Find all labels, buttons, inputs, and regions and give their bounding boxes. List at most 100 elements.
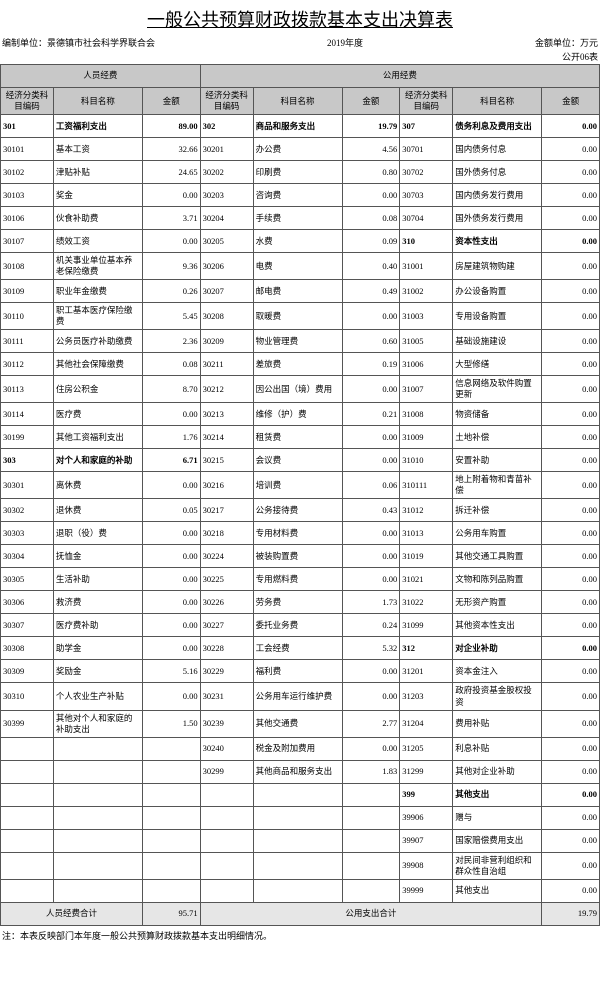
cell-name: 伙食补助费 — [53, 207, 142, 230]
cell-code: 30303 — [1, 522, 54, 545]
group-header-public: 公用经费 — [200, 65, 599, 88]
cell-amount: 0.00 — [542, 783, 600, 806]
cell-code: 31007 — [400, 376, 453, 403]
cell-code: 31012 — [400, 499, 453, 522]
cell-name — [253, 852, 342, 879]
cell-amount: 0.24 — [342, 614, 400, 637]
cell-code: 31019 — [400, 545, 453, 568]
cell-code: 30703 — [400, 184, 453, 207]
cell-code: 30213 — [200, 403, 253, 426]
cell-name: 赠与 — [453, 806, 542, 829]
cell-name — [53, 760, 142, 783]
table-row: 30103奖金0.0030203咨询费0.0030703国内债务发行费用0.00 — [1, 184, 600, 207]
cell-code: 30214 — [200, 426, 253, 449]
cell-code: 30212 — [200, 376, 253, 403]
cell-code — [1, 852, 54, 879]
cell-name: 对企业补助 — [453, 637, 542, 660]
cell-name — [253, 806, 342, 829]
cell-amount: 0.00 — [542, 403, 600, 426]
cell-amount: 0.00 — [542, 161, 600, 184]
cell-code: 31299 — [400, 760, 453, 783]
cell-amount: 0.00 — [142, 614, 200, 637]
cell-amount: 0.09 — [342, 230, 400, 253]
page-title: 一般公共预算财政拨款基本支出决算表 — [0, 0, 600, 36]
cell-code: 310 — [400, 230, 453, 253]
cell-amount: 0.21 — [342, 403, 400, 426]
cell-code: 31013 — [400, 522, 453, 545]
cell-amount: 0.00 — [542, 760, 600, 783]
table-row: 303对个人和家庭的补助6.7130215会议费0.0031010安置补助0.0… — [1, 449, 600, 472]
cell-amount: 8.70 — [142, 376, 200, 403]
cell-amount: 0.60 — [342, 330, 400, 353]
cell-amount: 0.00 — [142, 683, 200, 710]
cell-amount: 24.65 — [142, 161, 200, 184]
cell-amount: 5.45 — [142, 303, 200, 330]
cell-name: 对民间非营利组织和群众性自治组 — [453, 852, 542, 879]
cell-name: 个人农业生产补贴 — [53, 683, 142, 710]
cell-name: 培训费 — [253, 472, 342, 499]
cell-code: 30225 — [200, 568, 253, 591]
cell-amount: 0.00 — [542, 138, 600, 161]
cell-code: 30217 — [200, 499, 253, 522]
cell-name: 其他对企业补助 — [453, 760, 542, 783]
cell-amount: 0.00 — [542, 426, 600, 449]
cell-code: 30227 — [200, 614, 253, 637]
table-row: 39907国家赔偿费用支出0.00 — [1, 829, 600, 852]
cell-code: 39908 — [400, 852, 453, 879]
cell-code: 30239 — [200, 710, 253, 737]
cell-amount: 0.00 — [142, 545, 200, 568]
cell-code: 301 — [1, 115, 54, 138]
table-row: 30240税金及附加费用0.0031205利息补贴0.00 — [1, 737, 600, 760]
cell-code: 30306 — [1, 591, 54, 614]
unit-name: 景德镇市社会科学界联合会 — [47, 38, 155, 48]
cell-amount: 0.00 — [542, 591, 600, 614]
cell-code: 30206 — [200, 253, 253, 280]
cell-code: 310111 — [400, 472, 453, 499]
cell-code: 31006 — [400, 353, 453, 376]
cell-name: 被装购置费 — [253, 545, 342, 568]
cell-amount: 0.00 — [542, 683, 600, 710]
cell-name: 办公设备购置 — [453, 280, 542, 303]
cell-code: 30218 — [200, 522, 253, 545]
cell-name: 其他社会保障缴费 — [53, 353, 142, 376]
cell-code: 30308 — [1, 637, 54, 660]
cell-amount — [342, 852, 400, 879]
table-row: 301工资福利支出89.00302商品和服务支出19.79307债务利息及费用支… — [1, 115, 600, 138]
table-row: 30309奖励金5.1630229福利费0.0031201资本金注入0.00 — [1, 660, 600, 683]
meta-row-1: 编制单位：景德镇市社会科学界联合会 2019年度 金额单位：万元 — [0, 36, 600, 50]
cell-amount: 0.06 — [342, 472, 400, 499]
table-row: 30101基本工资32.6630201办公费4.5630701国内债务付息0.0… — [1, 138, 600, 161]
cell-name: 医疗费 — [53, 403, 142, 426]
cell-code — [1, 829, 54, 852]
cell-code: 30302 — [1, 499, 54, 522]
cell-code: 30108 — [1, 253, 54, 280]
form-number: 公开06表 — [562, 50, 598, 63]
cell-code: 39906 — [400, 806, 453, 829]
col-amt-3: 金额 — [542, 88, 600, 115]
cell-code: 30399 — [1, 710, 54, 737]
table-row: 30102津贴补贴24.6530202印刷费0.8030702国外债务付息0.0… — [1, 161, 600, 184]
cell-amount: 0.00 — [142, 403, 200, 426]
cell-name: 其他资本性支出 — [453, 614, 542, 637]
table-row: 30106伙食补助费3.7130204手续费0.0830704国外债务发行费用0… — [1, 207, 600, 230]
cell-code: 30113 — [1, 376, 54, 403]
table-row: 30111公务员医疗补助缴费2.3630209物业管理费0.6031005基础设… — [1, 330, 600, 353]
cell-amount: 6.71 — [142, 449, 200, 472]
cell-code: 30208 — [200, 303, 253, 330]
cell-name: 职业年金缴费 — [53, 280, 142, 303]
cell-amount: 0.00 — [542, 852, 600, 879]
cell-code: 30309 — [1, 660, 54, 683]
cell-name: 退职（役）费 — [53, 522, 142, 545]
cell-amount — [342, 829, 400, 852]
cell-amount: 0.00 — [142, 230, 200, 253]
cell-code: 30204 — [200, 207, 253, 230]
cell-code: 30207 — [200, 280, 253, 303]
cell-amount — [342, 783, 400, 806]
cell-name: 手续费 — [253, 207, 342, 230]
cell-name: 国内债务付息 — [453, 138, 542, 161]
cell-name: 其他交通费 — [253, 710, 342, 737]
cell-code: 312 — [400, 637, 453, 660]
cell-amount: 2.77 — [342, 710, 400, 737]
table-row: 30107绩效工资0.0030205水费0.09310资本性支出0.00 — [1, 230, 600, 253]
cell-amount: 0.00 — [142, 472, 200, 499]
